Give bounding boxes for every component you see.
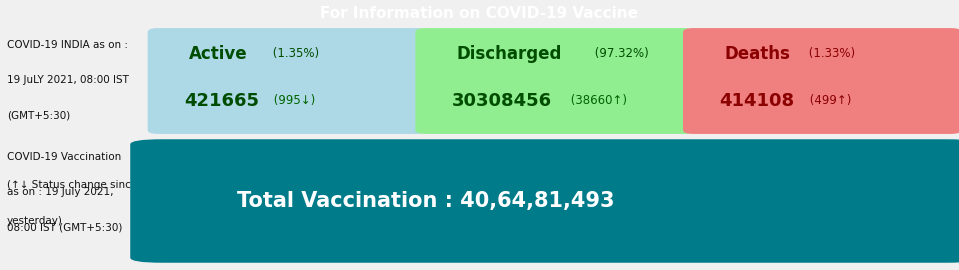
Text: (499↑): (499↑) bbox=[806, 94, 851, 107]
Text: Discharged: Discharged bbox=[456, 45, 562, 63]
Text: 414108: 414108 bbox=[719, 92, 794, 110]
Text: (1.33%): (1.33%) bbox=[805, 47, 854, 60]
Text: 08:00 IST (GMT+5:30): 08:00 IST (GMT+5:30) bbox=[7, 222, 123, 232]
Text: For Information on COVID-19 Vaccine: For Information on COVID-19 Vaccine bbox=[320, 6, 639, 22]
FancyBboxPatch shape bbox=[683, 28, 959, 134]
Text: 421665: 421665 bbox=[184, 92, 259, 110]
Text: 30308456: 30308456 bbox=[452, 92, 551, 110]
Text: Active: Active bbox=[189, 45, 247, 63]
Text: yesterday): yesterday) bbox=[7, 215, 63, 225]
FancyBboxPatch shape bbox=[415, 28, 693, 134]
Text: (38660↑): (38660↑) bbox=[567, 94, 627, 107]
Text: (1.35%): (1.35%) bbox=[269, 47, 319, 60]
Text: as on : 19 July 2021,: as on : 19 July 2021, bbox=[7, 187, 113, 197]
FancyBboxPatch shape bbox=[148, 28, 426, 134]
Text: Total Vaccination : 40,64,81,493: Total Vaccination : 40,64,81,493 bbox=[237, 191, 615, 211]
FancyBboxPatch shape bbox=[130, 139, 959, 263]
Text: Deaths: Deaths bbox=[724, 45, 790, 63]
Text: (995↓): (995↓) bbox=[270, 94, 316, 107]
Text: COVID-19 INDIA as on :: COVID-19 INDIA as on : bbox=[7, 40, 129, 50]
Text: (↑↓ Status change since: (↑↓ Status change since bbox=[7, 181, 137, 191]
Text: 19 JuLY 2021, 08:00 IST: 19 JuLY 2021, 08:00 IST bbox=[7, 76, 129, 86]
Text: (97.32%): (97.32%) bbox=[591, 47, 648, 60]
Text: (GMT+5:30): (GMT+5:30) bbox=[7, 110, 70, 120]
Text: COVID-19 Vaccination: COVID-19 Vaccination bbox=[7, 152, 121, 162]
